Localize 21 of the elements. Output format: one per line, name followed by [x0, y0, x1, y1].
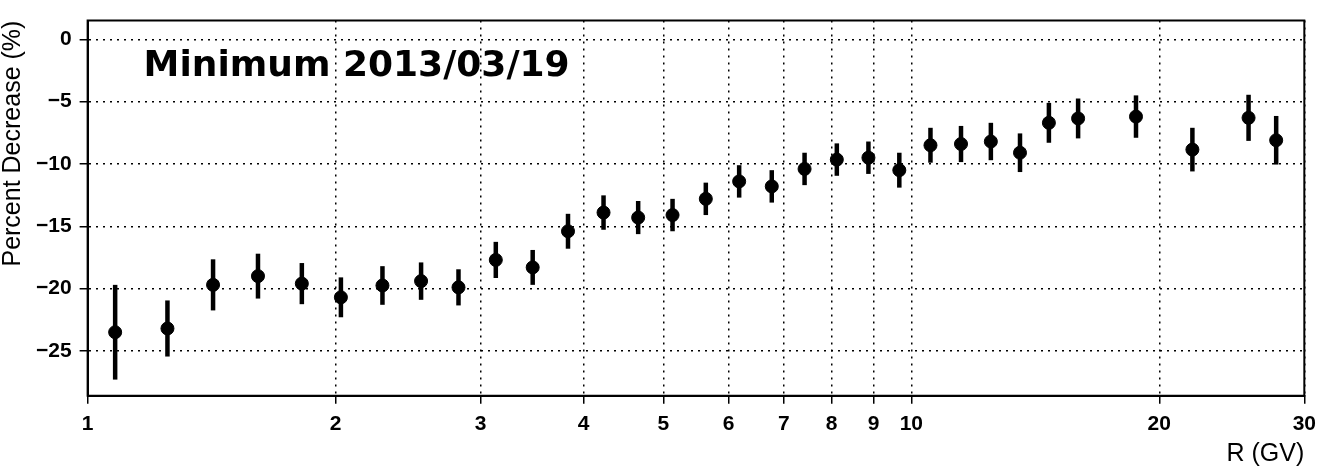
x-tick-label: 9 [867, 411, 880, 435]
x-tick-label: 1 [81, 411, 94, 435]
x-tick-label: 10 [899, 411, 923, 435]
x-tick-label: 4 [577, 411, 590, 435]
y-tick-label: −15 [36, 213, 72, 237]
y-tick-label: −25 [36, 337, 72, 361]
y-tick-label: −5 [47, 88, 72, 112]
x-axis-title: R (GV) [1226, 437, 1305, 466]
y-tick-label: −10 [36, 150, 72, 174]
x-tick-label: 5 [657, 411, 670, 435]
x-tick-label: 2 [329, 411, 342, 435]
x-tick-label: 6 [722, 411, 735, 435]
x-tick-label: 8 [825, 411, 838, 435]
x-tick-label: 20 [1147, 411, 1171, 435]
annotation: Minimum 2013/03/19 [143, 42, 570, 84]
y-tick-label: 0 [59, 26, 72, 50]
x-tick-label: 3 [474, 411, 487, 435]
y-axis-title: Percent Decrease (%) [0, 20, 25, 267]
y-tick-label: −20 [36, 275, 72, 299]
x-tick-label: 7 [777, 411, 790, 435]
x-tick-label: 30 [1292, 411, 1316, 435]
